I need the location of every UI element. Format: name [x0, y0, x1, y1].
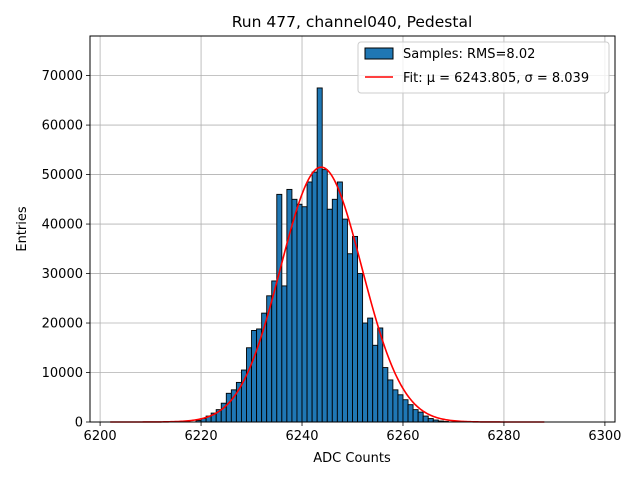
histogram-bar [307, 182, 312, 422]
y-tick-label: 50000 [42, 168, 83, 183]
histogram-bar [353, 236, 358, 422]
y-axis-label: Entries [15, 206, 30, 252]
x-tick-label: 6240 [285, 429, 318, 444]
histogram-bar [322, 170, 327, 422]
histogram-bar [418, 412, 423, 422]
histogram-bar [312, 172, 317, 422]
histogram-bar [246, 348, 251, 422]
histogram-bar [277, 194, 282, 422]
histogram-bar [373, 345, 378, 422]
histogram-bar [378, 328, 383, 422]
y-tick-label: 10000 [42, 366, 83, 381]
x-axis-label: ADC Counts [313, 451, 391, 466]
histogram-bar [403, 400, 408, 422]
y-tick-label: 40000 [42, 218, 83, 233]
x-tick-label: 6220 [185, 429, 218, 444]
x-tick-label: 6260 [386, 429, 419, 444]
histogram-bar [226, 393, 231, 422]
histogram-bar [363, 323, 368, 422]
histogram-bar [358, 274, 363, 422]
histogram-bar [282, 286, 287, 422]
histogram-bar [337, 182, 342, 422]
histogram-bar [398, 395, 403, 422]
histogram-bar [413, 410, 418, 422]
legend-histogram-swatch [365, 48, 393, 59]
y-tick-label: 20000 [42, 317, 83, 332]
histogram-bar [297, 204, 302, 422]
y-tick-label: 30000 [42, 267, 83, 282]
histogram-bar [327, 209, 332, 422]
histogram-bar [252, 330, 257, 422]
y-tick-label: 70000 [42, 69, 83, 84]
legend-histogram-label: Samples: RMS=8.02 [403, 47, 535, 62]
x-tick-label: 6300 [588, 429, 621, 444]
histogram-bar [393, 390, 398, 422]
legend-fit-label: Fit: μ = 6243.805, σ = 8.039 [403, 71, 589, 86]
x-tick-label: 6280 [487, 429, 520, 444]
histogram-bar [428, 419, 433, 422]
histogram-bar [272, 281, 277, 422]
histogram-bar [368, 318, 373, 422]
chart-title: Run 477, channel040, Pedestal [232, 13, 473, 31]
y-tick-label: 60000 [42, 119, 83, 134]
histogram-bar [342, 219, 347, 422]
histogram-bar [287, 189, 292, 422]
histogram-bar [302, 207, 307, 422]
histogram-bar [388, 380, 393, 422]
histogram-bar [383, 368, 388, 422]
histogram-bar [332, 199, 337, 422]
histogram-bar [292, 199, 297, 422]
histogram-bar [423, 416, 428, 422]
histogram-bar [317, 88, 322, 422]
x-tick-label: 6200 [84, 429, 117, 444]
histogram-bar [408, 405, 413, 422]
legend: Samples: RMS=8.02 Fit: μ = 6243.805, σ =… [358, 42, 609, 93]
y-tick-label: 0 [75, 416, 83, 431]
histogram-bar [347, 254, 352, 422]
